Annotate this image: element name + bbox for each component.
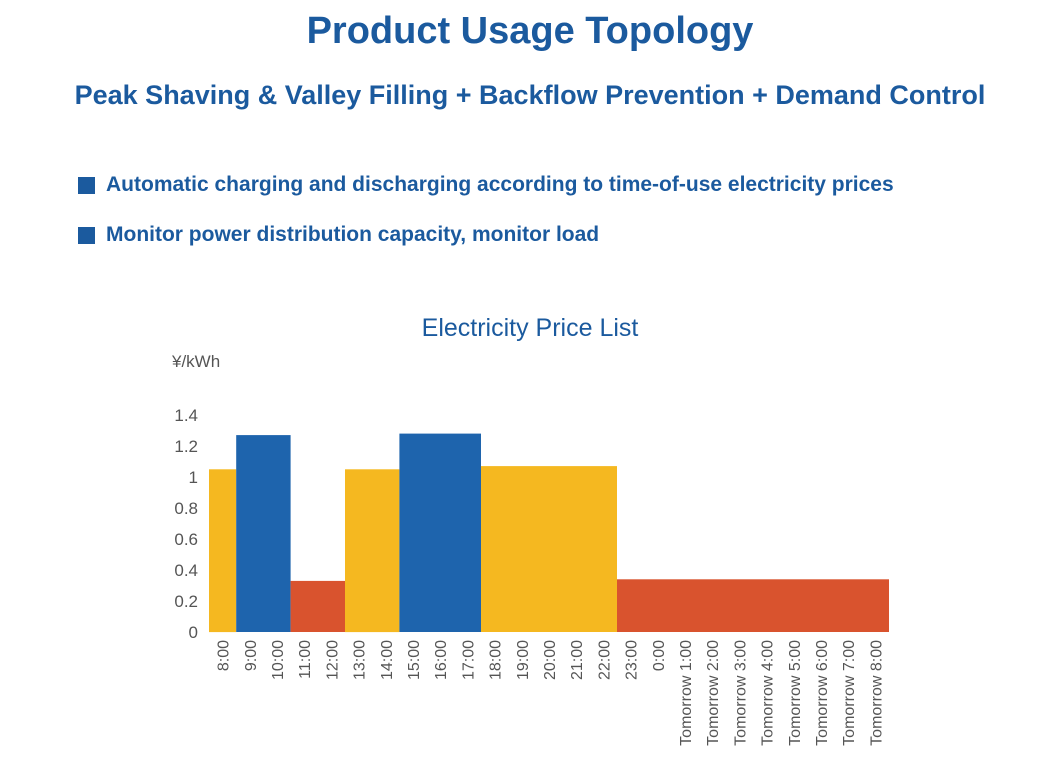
price-bar-flat <box>481 466 617 632</box>
chart-bars <box>209 433 889 633</box>
x-tick-label: 11:00 <box>297 640 314 679</box>
y-tick-label: 0.4 <box>174 561 198 580</box>
price-bar-flat <box>209 469 237 633</box>
x-tick-label: 8:00 <box>216 640 233 671</box>
x-tick-label: Tomorrow 3:00 <box>732 640 749 746</box>
y-axis-unit-label: ¥/kWh <box>172 352 221 371</box>
y-tick-label: 0.6 <box>174 530 198 549</box>
x-tick-label: 21:00 <box>569 640 586 680</box>
chart-title: Electricity Price List <box>421 314 639 342</box>
page-title: Product Usage Topology <box>306 10 754 52</box>
price-bar-flat <box>345 469 400 633</box>
price-bar-peak <box>399 433 481 632</box>
x-tick-label: Tomorrow 6:00 <box>814 640 831 746</box>
y-tick-label: 0 <box>189 623 198 642</box>
x-tick-label: 23:00 <box>624 640 641 680</box>
x-axis-ticks: 8:00 9:00 10:00 11:00 12:00 13:00 14:00 15:00 16… <box>216 640 886 746</box>
x-tick-label: 13:00 <box>352 640 369 680</box>
x-tick-label: Tomorrow 7:00 <box>841 640 858 746</box>
x-tick-label: 22:00 <box>596 640 613 680</box>
feature-text: Automatic charging and discharging accor… <box>106 173 894 196</box>
y-tick-label: 1.2 <box>174 437 198 456</box>
y-tick-label: 1 <box>189 468 198 487</box>
x-tick-label: 10:00 <box>270 640 287 680</box>
page-subtitle: Peak Shaving & Valley Filling + Backflow… <box>74 80 986 110</box>
x-tick-label: Tomorrow 2:00 <box>705 640 722 746</box>
feature-item: Automatic charging and discharging accor… <box>78 170 894 200</box>
x-tick-label: 16:00 <box>433 640 450 680</box>
x-tick-label: 17:00 <box>460 640 477 680</box>
y-tick-label: 0.8 <box>174 499 198 518</box>
bullet-square-icon <box>78 176 95 194</box>
y-tick-label: 0.2 <box>174 592 198 611</box>
feature-text: Monitor power distribution capacity, mon… <box>106 223 600 246</box>
x-tick-label: Tomorrow 1:00 <box>678 640 695 746</box>
x-tick-label: Tomorrow 5:00 <box>787 640 804 746</box>
price-bar-valley <box>617 579 889 632</box>
x-tick-label: Tomorrow 8:00 <box>868 640 885 746</box>
price-bar-peak <box>236 435 291 632</box>
x-tick-label: 14:00 <box>379 640 396 680</box>
bullet-square-icon <box>78 226 95 244</box>
price-bar-valley <box>290 580 345 632</box>
x-tick-label: 18:00 <box>488 640 505 680</box>
x-tick-label: 0:00 <box>651 640 668 671</box>
y-tick-label: 1.4 <box>174 406 198 425</box>
x-tick-label: 12:00 <box>324 640 341 680</box>
feature-item: Monitor power distribution capacity, mon… <box>78 220 894 250</box>
x-tick-label: 9:00 <box>243 640 260 671</box>
feature-list: Automatic charging and discharging accor… <box>78 170 894 270</box>
x-tick-label: 19:00 <box>515 640 532 680</box>
x-tick-label: 15:00 <box>406 640 423 680</box>
x-tick-label: Tomorrow 4:00 <box>760 640 777 746</box>
y-axis-ticks: 0 0.2 0.4 0.6 0.8 1 1.2 1.4 <box>174 406 198 642</box>
x-tick-label: 20:00 <box>542 640 559 680</box>
